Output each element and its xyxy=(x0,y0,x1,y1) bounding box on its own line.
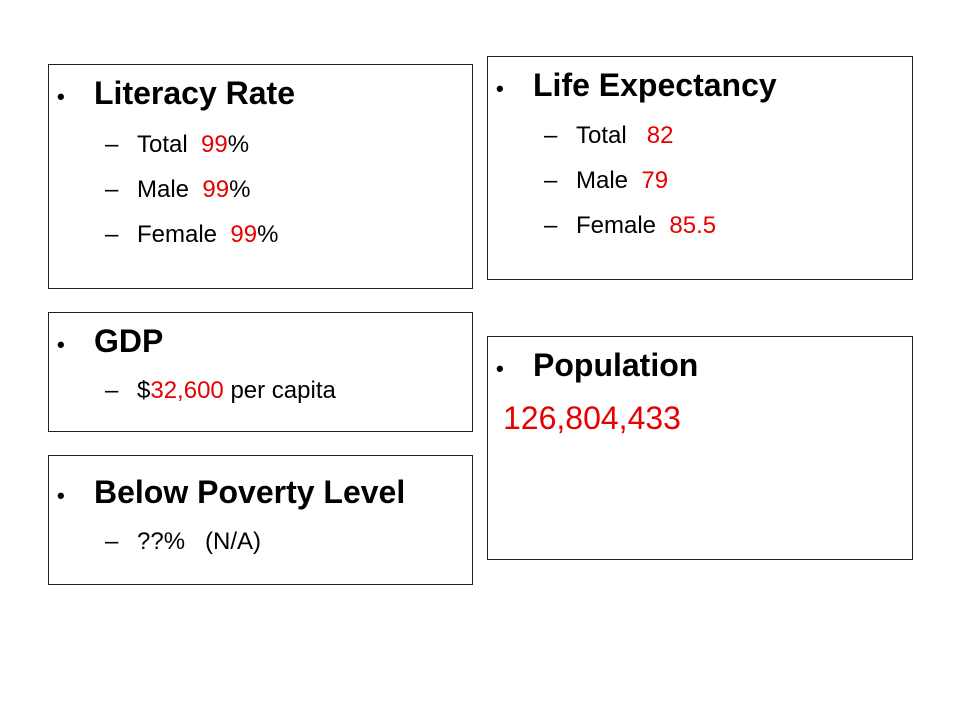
literacy-male-row: – Male 99% xyxy=(105,176,250,204)
life-male-row: – Male 79 xyxy=(544,167,668,195)
life-expectancy-heading: • Life Expectancy xyxy=(496,67,777,104)
life-total-row: – Total 82 xyxy=(544,122,673,150)
literacy-male-value: 99 xyxy=(202,176,230,203)
life-expectancy-box: • Life Expectancy – Total 82 – Male 79 –… xyxy=(487,56,913,280)
literacy-rate-title: Literacy Rate xyxy=(94,75,295,111)
gdp-heading: • GDP xyxy=(57,323,163,360)
gdp-title: GDP xyxy=(94,323,164,359)
poverty-value: ??% (N/A) xyxy=(137,528,262,555)
bullet-icon: • xyxy=(57,332,65,357)
life-female-label: Female xyxy=(576,212,657,239)
life-female-value: 85.5 xyxy=(669,212,717,239)
literacy-total-row: – Total 99% xyxy=(105,131,249,159)
gdp-box: • GDP – $32,600 per capita xyxy=(48,312,473,432)
dash-icon: – xyxy=(105,221,119,248)
dash-icon: – xyxy=(105,377,119,404)
life-expectancy-title: Life Expectancy xyxy=(533,67,777,103)
poverty-heading: • Below Poverty Level xyxy=(57,474,405,511)
life-total-label: Total xyxy=(576,122,627,149)
gdp-row: – $32,600 per capita xyxy=(105,377,336,405)
population-heading: • Population xyxy=(496,347,698,384)
population-title: Population xyxy=(533,347,699,383)
gdp-prefix: $ xyxy=(137,377,151,404)
literacy-male-label: Male xyxy=(137,176,190,203)
literacy-total-suffix: % xyxy=(227,131,250,158)
dash-icon: – xyxy=(105,176,119,203)
bullet-icon: • xyxy=(57,84,65,109)
poverty-row: – ??% (N/A) xyxy=(105,528,261,556)
dash-icon: – xyxy=(544,122,558,149)
dash-icon: – xyxy=(105,131,119,158)
literacy-female-row: – Female 99% xyxy=(105,221,278,249)
life-female-row: – Female 85.5 xyxy=(544,212,716,240)
gdp-suffix: per capita xyxy=(230,377,336,404)
life-male-label: Male xyxy=(576,167,629,194)
bullet-icon: • xyxy=(57,483,65,508)
life-male-value: 79 xyxy=(641,167,669,194)
dash-icon: – xyxy=(105,528,119,555)
population-value: 126,804,433 xyxy=(503,400,681,436)
literacy-rate-box: • Literacy Rate – Total 99% – Male 99% –… xyxy=(48,64,473,289)
literacy-total-label: Total xyxy=(137,131,188,158)
population-box: • Population 126,804,433 xyxy=(487,336,913,560)
literacy-female-value: 99 xyxy=(230,221,258,248)
dash-icon: – xyxy=(544,167,558,194)
bullet-icon: • xyxy=(496,76,504,101)
literacy-female-suffix: % xyxy=(257,221,279,248)
literacy-male-suffix: % xyxy=(229,176,251,203)
literacy-rate-heading: • Literacy Rate xyxy=(57,75,295,112)
life-total-value: 82 xyxy=(646,122,674,149)
literacy-total-value: 99 xyxy=(201,131,228,158)
poverty-box: • Below Poverty Level – ??% (N/A) xyxy=(48,455,473,585)
literacy-female-label: Female xyxy=(137,221,218,248)
poverty-title: Below Poverty Level xyxy=(94,474,406,510)
dash-icon: – xyxy=(544,212,558,239)
gdp-value: 32,600 xyxy=(150,377,224,404)
bullet-icon: • xyxy=(496,356,504,381)
